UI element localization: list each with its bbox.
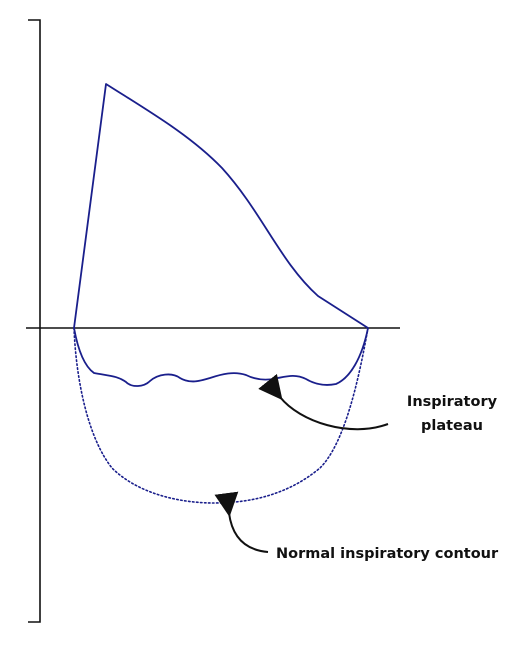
plateau-label-line1: Inspiratory xyxy=(407,394,498,410)
vertical-axis xyxy=(28,19,41,623)
plateau-label-line2: plateau xyxy=(421,418,483,434)
normal-inspiratory-contour xyxy=(73,327,369,504)
expiratory-curve xyxy=(73,83,369,329)
plateau-arrow xyxy=(258,373,389,431)
normal-contour-label: Normal inspiratory contour xyxy=(276,546,499,562)
inspiratory-plateau-curve xyxy=(73,327,369,387)
contour-arrow xyxy=(214,491,269,553)
